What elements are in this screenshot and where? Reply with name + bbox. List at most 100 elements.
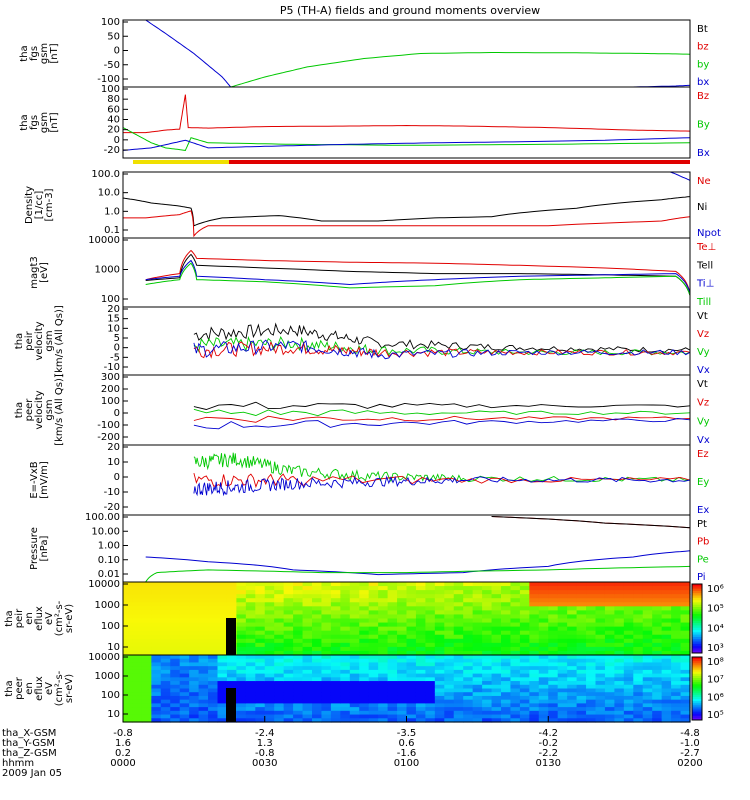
heatmap-cell — [661, 658, 672, 664]
heatmap-cell — [633, 692, 644, 697]
heatmap-cell — [595, 602, 606, 607]
heatmap-cell — [586, 622, 597, 628]
heatmap-cell — [557, 586, 568, 591]
heatmap-cell — [132, 594, 143, 599]
heatmap-cell — [264, 606, 275, 611]
heatmap-cell — [652, 610, 663, 616]
heatmap-cell — [189, 677, 200, 682]
y-tick-label: 1.00 — [98, 541, 120, 552]
y-label-line: Density — [24, 186, 35, 224]
heatmap-cell — [604, 710, 615, 716]
heatmap-cell — [576, 695, 587, 701]
heatmap-cell — [680, 666, 691, 671]
series-vz-line — [193, 341, 691, 359]
heatmap-cell — [633, 626, 644, 632]
y-tick-label: 10.0 — [98, 188, 120, 199]
heatmap-cell — [538, 650, 549, 656]
heatmap-cell — [652, 707, 663, 712]
heatmap-cell — [652, 650, 663, 656]
heatmap-cell — [519, 699, 530, 704]
heatmap-cell — [501, 626, 512, 632]
heatmap-cell — [463, 707, 474, 712]
heatmap-cell — [217, 692, 228, 697]
heatmap-cell — [378, 586, 389, 591]
heatmap-cell — [160, 618, 171, 624]
heatmap-cell — [264, 707, 275, 712]
heatmap-cell — [387, 606, 398, 611]
colorbar-cell — [692, 590, 702, 594]
heatmap-cell — [472, 673, 483, 678]
heatmap-cell — [633, 710, 644, 716]
heatmap-cell — [623, 610, 634, 616]
heatmap-cell — [434, 714, 445, 719]
heatmap-cell — [293, 666, 304, 671]
heatmap-cell — [293, 590, 304, 595]
heatmap-cell — [340, 688, 351, 693]
heatmap-cell — [463, 634, 474, 640]
heatmap-cell — [623, 586, 634, 591]
heatmap-cell — [425, 638, 436, 644]
heatmap-cell — [141, 695, 152, 701]
legend-pe: Pe — [697, 554, 709, 565]
legend-npot: Npot — [697, 228, 721, 239]
heatmap-cell — [198, 684, 209, 690]
heatmap-cell — [236, 681, 247, 686]
heatmap-cell — [208, 602, 219, 607]
y-axis-label: Density [1/cc] [cm-3] — [24, 186, 55, 224]
heatmap-cell — [160, 646, 171, 652]
heatmap-cell — [680, 642, 691, 648]
heatmap-cell — [330, 626, 341, 632]
heatmap-cell — [359, 681, 370, 686]
heatmap-cell — [397, 622, 408, 628]
heatmap-cell — [359, 699, 370, 704]
heatmap-cell — [453, 658, 464, 664]
heatmap-cell — [123, 606, 134, 611]
heatmap-cell — [567, 594, 578, 599]
heatmap-cell — [434, 618, 445, 624]
heatmap-cell — [595, 684, 606, 690]
heatmap-cell — [501, 718, 512, 723]
heatmap-cell — [529, 610, 540, 616]
heatmap-cell — [255, 598, 266, 603]
heatmap-cell — [680, 598, 691, 603]
heatmap-cell — [623, 669, 634, 675]
y-ticks: 100.010.01.00.1 — [91, 169, 128, 236]
heatmap-cell — [189, 650, 200, 656]
heatmap-cell — [557, 626, 568, 632]
heatmap-cell — [491, 586, 502, 591]
heatmap-cell — [208, 594, 219, 599]
heatmap-cell — [321, 707, 332, 712]
colorbar-cell — [692, 630, 702, 633]
y-tick-label: 100 — [101, 17, 120, 28]
heatmap-cell — [378, 655, 389, 660]
heatmap-cell — [151, 602, 162, 607]
series-vz-line — [193, 415, 691, 423]
heatmap-cell — [378, 642, 389, 648]
heatmap-cell — [141, 692, 152, 697]
heatmap-cell — [151, 692, 162, 697]
heatmap-cell — [642, 669, 653, 675]
heatmap-cell — [141, 707, 152, 712]
heatmap-cell — [604, 646, 615, 652]
heatmap-cell — [321, 590, 332, 595]
heatmap-cell — [680, 673, 691, 678]
legend-vz: Vz — [697, 398, 709, 409]
heatmap-cell — [293, 684, 304, 690]
heatmap-cell — [453, 582, 464, 587]
heatmap-cell — [538, 590, 549, 595]
heatmap-cell — [567, 650, 578, 656]
heatmap-cell — [425, 662, 436, 667]
heatmap-cell — [633, 673, 644, 678]
heatmap-cell — [170, 662, 181, 667]
heatmap-cell — [567, 673, 578, 678]
heatmap-cell — [236, 586, 247, 591]
heatmap-cell — [425, 684, 436, 690]
heatmap-cell — [557, 669, 568, 675]
heatmap-cell — [368, 614, 379, 620]
heatmap-cell — [472, 602, 483, 607]
heatmap-cell — [245, 714, 256, 719]
heatmap-cell — [255, 646, 266, 652]
heatmap-cell — [368, 684, 379, 690]
heatmap-cell — [330, 590, 341, 595]
